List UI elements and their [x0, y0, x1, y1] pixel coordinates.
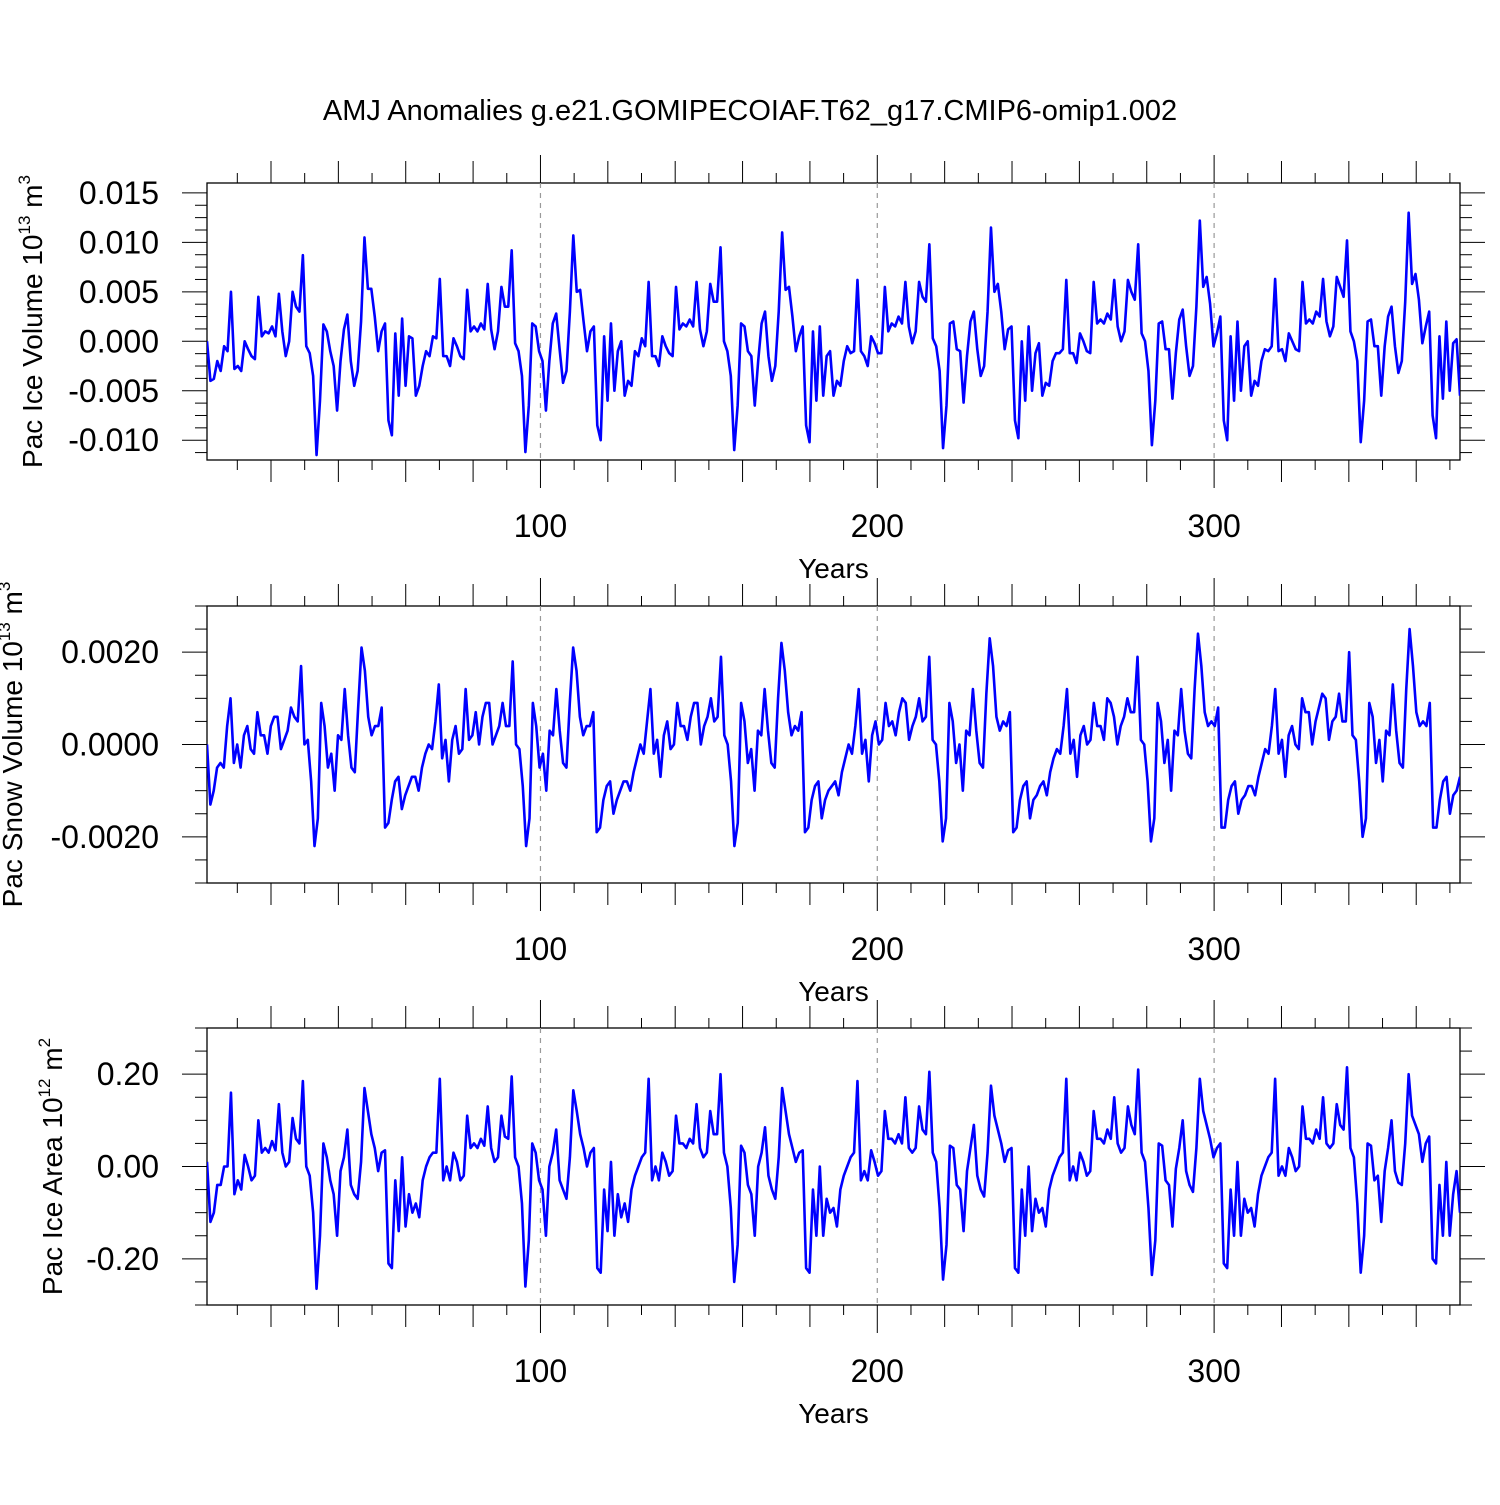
x-tick-label: 200	[851, 1353, 904, 1389]
y-tick-label: 0.00	[97, 1149, 159, 1185]
series-line-pac-ice-area	[207, 1065, 1460, 1291]
x-axis-label: Years	[798, 976, 869, 1007]
y-axis-label-unit: m	[17, 184, 48, 215]
y-tick-label: -0.20	[86, 1241, 159, 1277]
x-axis-label: Years	[798, 1398, 869, 1429]
x-tick-label: 200	[851, 931, 904, 967]
plot-frame	[206, 182, 1461, 461]
y-axis-label-unit-exponent: 3	[15, 175, 34, 184]
x-tick-label: 300	[1187, 508, 1240, 544]
x-tick-label: 300	[1187, 931, 1240, 967]
y-tick-label: -0.010	[68, 422, 159, 458]
chart-panel-1: 100 200 300 -0.010 -0.005 0.000 0.005 0.010 0.01…	[15, 155, 1485, 584]
y-tick-label: -0.005	[68, 373, 159, 409]
x-tick-label: 100	[514, 931, 567, 967]
figure-title: AMJ Anomalies g.e21.GOMIPECOIAF.T62_g17.…	[323, 95, 1177, 127]
y-axis-label-unit-exponent: 3	[0, 582, 14, 591]
y-axis-label-main: Pac Ice Volume 10	[17, 235, 48, 468]
series-line-pac-snow-volume	[207, 627, 1460, 848]
y-tick-label: 0.000	[79, 323, 159, 359]
chart-panel-3: 100 200 300 -0.20 0.00 0.20 Years Pac Ice Area …	[35, 1000, 1485, 1429]
y-tick-label: -0.0020	[50, 819, 159, 855]
x-axis-label: Years	[798, 553, 869, 584]
y-axis-label-unit-exponent: 2	[35, 1038, 54, 1047]
y-tick-label: 0.005	[79, 274, 159, 310]
x-tick-label: 100	[514, 508, 567, 544]
y-axis-label-exponent: 13	[0, 622, 14, 641]
y-tick-label: 0.20	[97, 1056, 159, 1092]
y-tick-label: 0.010	[79, 224, 159, 260]
panels: 100 200 300 -0.010 -0.005 0.000 0.005 0.010 0.01…	[0, 155, 1485, 1429]
x-tick-label: 300	[1187, 1353, 1240, 1389]
y-axis-label-unit: m	[37, 1047, 68, 1078]
y-tick-label: 0.0020	[61, 634, 159, 670]
series-line-pac-ice-volume	[207, 211, 1460, 457]
x-tick-label: 200	[851, 508, 904, 544]
x-tick-label: 100	[514, 1353, 567, 1389]
y-axis-label-main: Pac Snow Volume 10	[0, 641, 28, 907]
chart-panel-2: 100 200 300 -0.0020 0.0000 0.0020 Years Pac Sno…	[0, 578, 1485, 1007]
y-axis-label: Pac Ice Area 1012 m2	[35, 1038, 68, 1295]
y-tick-label: 0.015	[79, 175, 159, 211]
y-tick-label: 0.0000	[61, 727, 159, 763]
y-axis-label-exponent: 12	[35, 1078, 54, 1097]
y-axis-label-unit: m	[0, 591, 28, 622]
y-axis-label: Pac Ice Volume 1013 m3	[15, 175, 48, 468]
y-axis-label-exponent: 13	[15, 216, 34, 235]
y-axis-label: Pac Snow Volume 1013 m3	[0, 582, 28, 908]
y-axis-label-main: Pac Ice Area 10	[37, 1097, 68, 1295]
